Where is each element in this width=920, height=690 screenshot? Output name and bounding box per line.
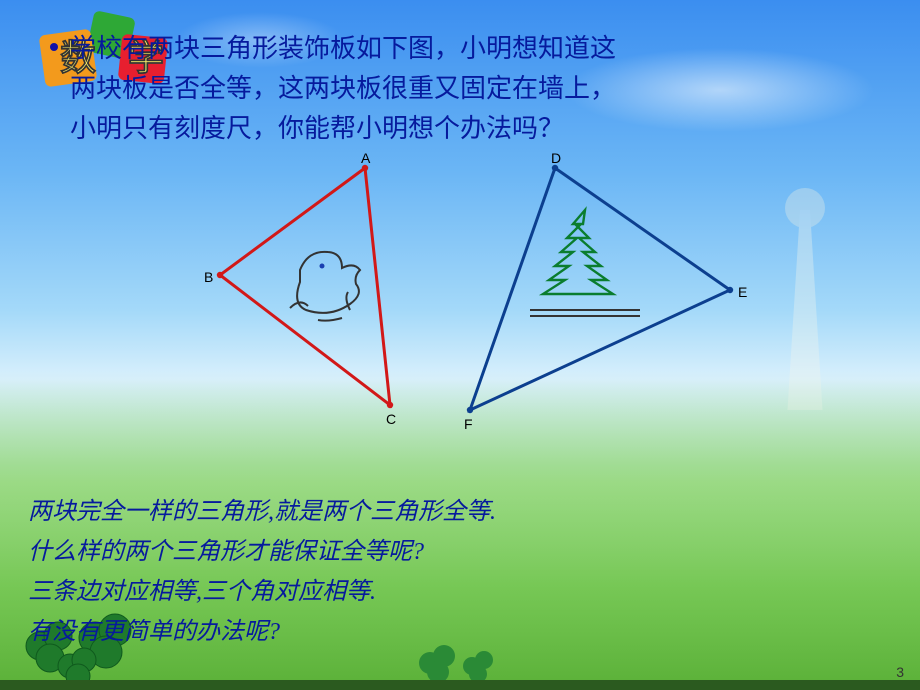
question-line-3: 小明只有刻度尺，你能帮小明想个办法吗？ [70,108,880,148]
bird-icon [290,252,360,321]
exp-line-2: 什么样的两个三角形才能保证全等呢? [28,532,860,572]
exp-line-4: 有没有更简单的办法呢? [28,612,860,652]
vertex-label-f: F [464,416,473,432]
question-line-2: 两块板是否全等，这两块板很重又固定在墙上， [70,68,880,108]
question-line-1: 学校有两块三角形装饰板如下图，小明想知道这 [70,28,880,68]
vertex-label-d: D [551,150,561,166]
bullet-icon [50,43,58,51]
vertex-label-a: A [361,150,370,166]
explanation-text: 两块完全一样的三角形,就是两个三角形全等. 什么样的两个三角形才能保证全等呢? … [28,492,860,652]
tree-icon [530,210,640,316]
page-number: 3 [896,664,904,680]
exp-line-1: 两块完全一样的三角形,就是两个三角形全等. [28,492,860,532]
triangle-right [470,168,730,410]
vertex-label-b: B [204,269,213,285]
diagram: A B C D E F [200,160,760,420]
question-text: 学校有两块三角形装饰板如下图，小明想知道这 两块板是否全等，这两块板很重又固定在… [70,28,880,148]
triangles-svg [200,160,760,430]
vertex-label-c: C [386,411,396,427]
exp-line-3: 三条边对应相等,三个角对应相等. [28,572,860,612]
triangle-left [220,168,390,405]
vertex-label-e: E [738,284,747,300]
bottom-band [0,680,920,690]
